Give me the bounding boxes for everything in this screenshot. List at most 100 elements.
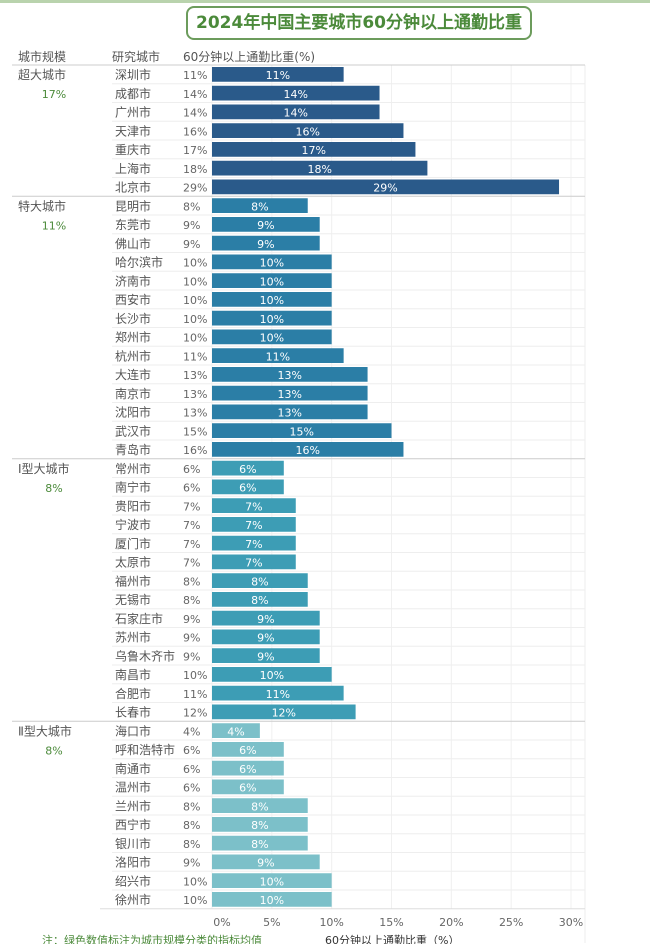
- value-label: 6%: [183, 482, 200, 495]
- city-label: 深圳市: [115, 67, 151, 82]
- city-label: 沈阳市: [115, 405, 151, 420]
- group-label: Ⅰ型大城市: [18, 461, 70, 476]
- city-label: 郑州市: [115, 330, 151, 345]
- bar: [212, 554, 296, 570]
- value-label: 10%: [183, 332, 207, 345]
- bar-data-label: 9%: [257, 857, 274, 870]
- bar: [212, 404, 368, 420]
- header-group: 城市规模: [18, 49, 66, 64]
- bar-data-label: 9%: [257, 219, 274, 232]
- group-average: 8%: [45, 744, 62, 757]
- city-label: 哈尔滨市: [115, 255, 163, 270]
- bar-data-label: 8%: [251, 575, 268, 588]
- bar: [212, 179, 560, 195]
- value-label: 7%: [183, 538, 200, 551]
- value-label: 10%: [183, 275, 207, 288]
- city-label: 长沙市: [115, 311, 151, 326]
- value-label: 16%: [183, 125, 207, 138]
- bar-data-label: 9%: [257, 613, 274, 626]
- bar: [212, 310, 332, 326]
- value-label: 18%: [183, 163, 207, 176]
- value-label: 8%: [183, 800, 200, 813]
- city-label: 南宁市: [115, 480, 151, 495]
- city-label: 宁波市: [115, 517, 151, 532]
- bar-data-label: 10%: [260, 275, 284, 288]
- value-label: 10%: [183, 875, 207, 888]
- x-tick-label: 10%: [319, 916, 343, 929]
- value-label: 12%: [183, 707, 207, 720]
- bar: [212, 254, 332, 270]
- value-label: 8%: [183, 838, 200, 851]
- bar: [212, 817, 308, 832]
- city-label: 苏州市: [115, 630, 151, 645]
- bar-data-label: 13%: [278, 369, 302, 382]
- value-label: 9%: [183, 632, 200, 645]
- bar-data-label: 7%: [245, 500, 262, 513]
- value-label: 10%: [183, 257, 207, 270]
- bar-data-label: 10%: [260, 894, 284, 907]
- bar-data-label: 4%: [227, 725, 244, 738]
- city-label: 佛山市: [115, 236, 151, 251]
- bar-data-label: 9%: [257, 238, 274, 251]
- value-label: 11%: [183, 688, 207, 701]
- bar-data-label: 7%: [245, 557, 262, 570]
- bar: [212, 160, 428, 176]
- bar: [212, 685, 344, 701]
- bar: [212, 442, 404, 457]
- city-label: 贵阳市: [115, 498, 151, 513]
- value-label: 10%: [183, 894, 207, 907]
- group-average: 8%: [45, 482, 62, 495]
- city-label: 厦门市: [115, 536, 151, 551]
- bar: [212, 854, 320, 870]
- city-label: 呼和浩特市: [115, 742, 175, 757]
- header-value: 60分钟以上通勤比重(%): [183, 49, 315, 64]
- bar-data-label: 7%: [245, 519, 262, 532]
- bar: [212, 742, 284, 757]
- bar: [212, 348, 344, 363]
- value-label: 14%: [183, 88, 207, 101]
- bar-data-label: 17%: [301, 144, 325, 157]
- footnote: 注：绿色数值标注为城市规模分类的指标均值: [42, 933, 262, 944]
- city-label: 乌鲁木齐市: [115, 648, 175, 663]
- bar-data-label: 8%: [251, 838, 268, 851]
- bar: [212, 423, 392, 438]
- value-label: 8%: [183, 819, 200, 832]
- city-label: 太原市: [115, 555, 151, 570]
- bar: [212, 892, 332, 907]
- city-label: 兰州市: [115, 798, 151, 813]
- bar: [212, 67, 344, 82]
- city-label: 青岛市: [115, 442, 151, 457]
- bar: [212, 367, 368, 382]
- bar-data-label: 12%: [272, 707, 296, 720]
- city-label: 徐州市: [115, 892, 151, 907]
- x-tick-label: 30%: [559, 916, 583, 929]
- city-label: 天津市: [115, 123, 151, 138]
- bar: [212, 873, 332, 888]
- bar: [212, 479, 284, 495]
- value-label: 4%: [183, 725, 200, 738]
- value-label: 10%: [183, 313, 207, 326]
- bar-data-label: 9%: [257, 650, 274, 663]
- bar: [212, 798, 308, 813]
- city-label: 长春市: [115, 705, 151, 720]
- city-label: 无锡市: [115, 592, 151, 607]
- bar-data-label: 8%: [251, 800, 268, 813]
- city-label: 合肥市: [115, 686, 151, 701]
- bar: [212, 273, 332, 288]
- bar: [212, 460, 284, 476]
- value-label: 8%: [183, 594, 200, 607]
- bar: [212, 85, 380, 101]
- bar-data-label: 10%: [260, 332, 284, 345]
- value-label: 6%: [183, 744, 200, 757]
- group-label: 特大城市: [18, 198, 66, 213]
- value-label: 11%: [183, 350, 207, 363]
- city-label: 大连市: [115, 367, 151, 382]
- value-label: 9%: [183, 219, 200, 232]
- bar-data-label: 6%: [239, 744, 256, 757]
- bar: [212, 517, 296, 532]
- x-tick-label: 15%: [379, 916, 403, 929]
- value-label: 9%: [183, 857, 200, 870]
- value-label: 14%: [183, 107, 207, 120]
- bar: [212, 292, 332, 307]
